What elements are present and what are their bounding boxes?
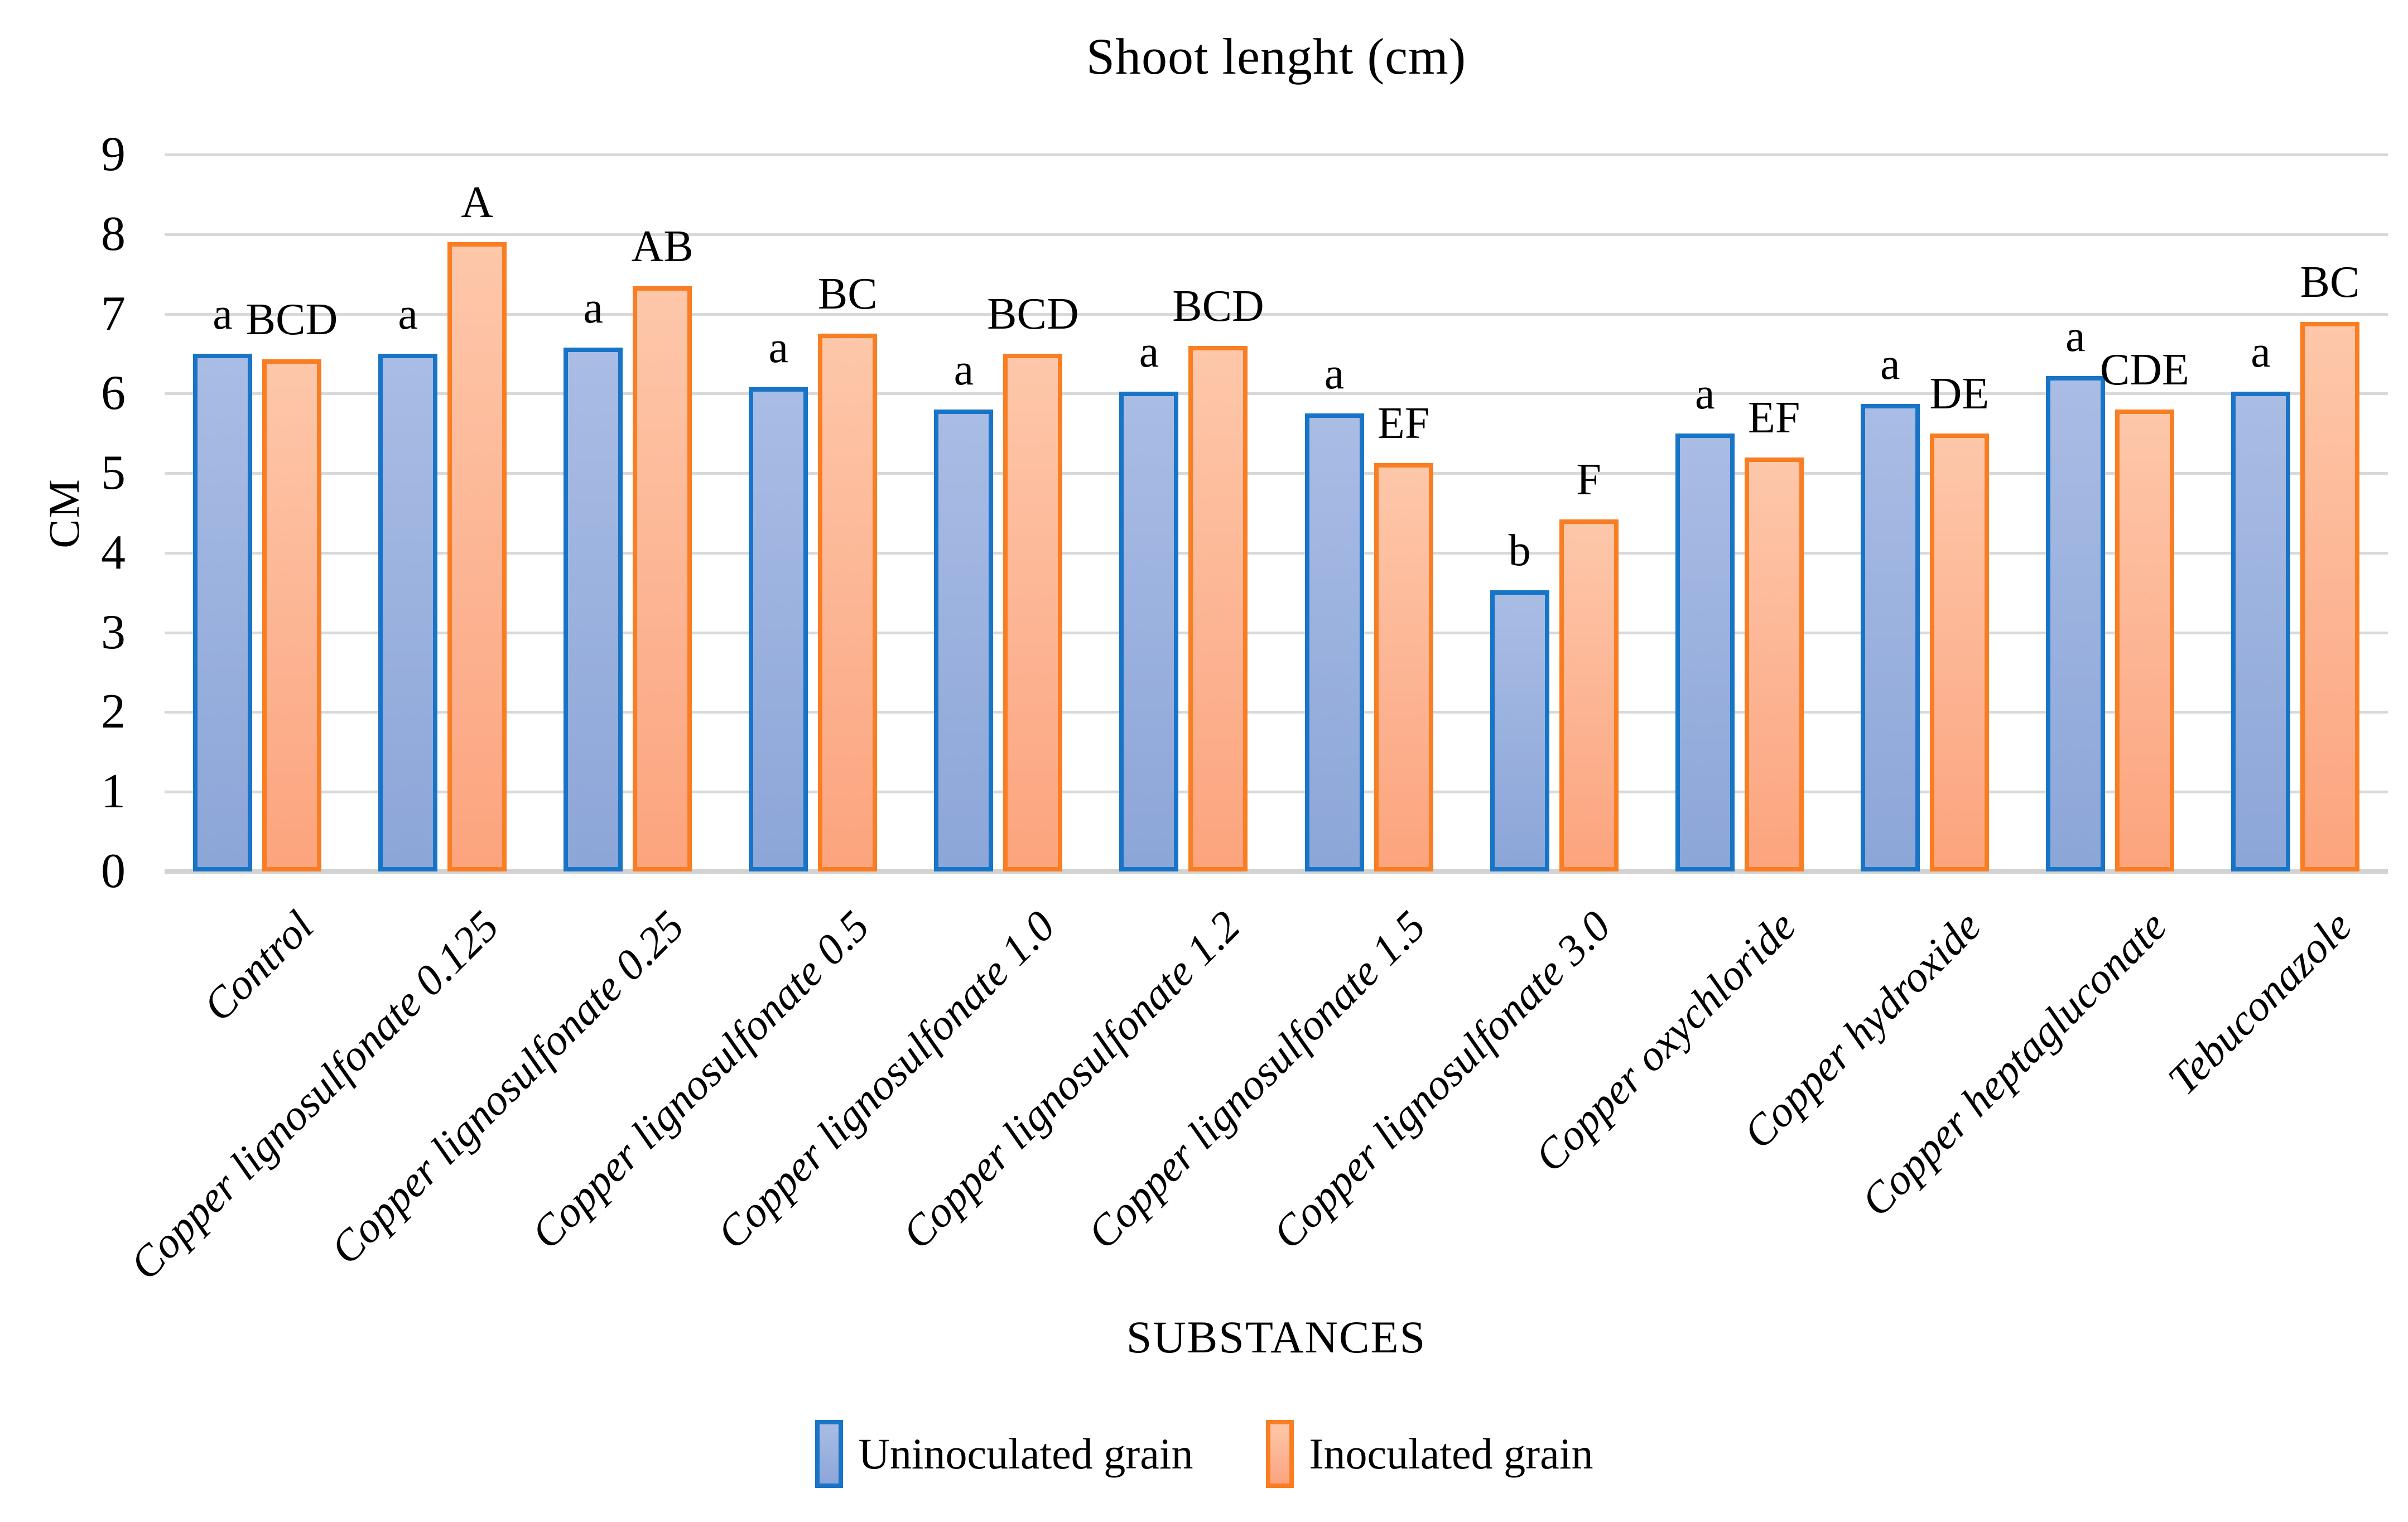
significance-letter: a — [213, 289, 233, 339]
bar-uninoculated — [564, 347, 623, 871]
gridline — [165, 631, 2388, 634]
significance-letter: a — [583, 283, 603, 333]
legend: Uninoculated grain Inoculated grain — [0, 1420, 2408, 1488]
bar-uninoculated — [1860, 403, 1920, 871]
y-tick-label: 2 — [101, 685, 126, 739]
category-label: Copper lignosulfonate 1.5 — [1077, 901, 1434, 1258]
gridline — [165, 312, 2388, 316]
bar-uninoculated — [1119, 392, 1179, 871]
bar-inoculated — [633, 286, 692, 871]
bar-uninoculated — [1490, 590, 1549, 871]
significance-letter: F — [1576, 455, 1601, 504]
bar-uninoculated — [749, 387, 808, 871]
significance-letter: a — [1694, 369, 1715, 418]
y-tick-label: 6 — [101, 366, 126, 421]
category-label: Control — [194, 901, 323, 1030]
significance-letter: a — [768, 322, 789, 372]
gridline — [165, 791, 2388, 794]
y-tick-label: 7 — [101, 286, 126, 341]
significance-letter: b — [1508, 526, 1531, 575]
category-label: Copper lignosulfonate 0.125 — [121, 901, 508, 1289]
significance-letter: a — [2251, 327, 2271, 377]
significance-letter: DE — [1929, 369, 1990, 418]
significance-letter: BC — [2300, 257, 2360, 307]
category-label: Copper lignosulfonate 0.5 — [522, 901, 879, 1258]
y-tick-label: 5 — [101, 446, 126, 500]
x-axis-line — [165, 869, 2388, 874]
significance-letter: EF — [1748, 393, 1800, 442]
y-tick-label: 0 — [101, 844, 126, 898]
category-label: Copper heptagluconate — [1851, 901, 2176, 1226]
bar-uninoculated — [2231, 392, 2290, 871]
y-tick-label: 1 — [101, 764, 126, 819]
bar-inoculated — [1374, 463, 1433, 871]
gridline — [165, 233, 2388, 236]
y-tick-label: 9 — [101, 127, 126, 181]
significance-letter: a — [1880, 339, 1900, 389]
bar-inoculated — [1744, 457, 1804, 871]
bar-uninoculated — [934, 409, 994, 871]
significance-letter: a — [1324, 349, 1345, 399]
significance-letter: a — [2065, 311, 2086, 361]
bar-inoculated — [1003, 353, 1063, 871]
bar-inoculated — [2300, 321, 2359, 871]
significance-letter: a — [1139, 327, 1159, 377]
gridline — [165, 153, 2388, 156]
category-label: Copper lignosulfonate 0.25 — [321, 901, 693, 1274]
category-label: Copper lignosulfonate 1.0 — [707, 901, 1064, 1258]
significance-letter: BCD — [1172, 281, 1264, 331]
significance-letter: AB — [631, 221, 693, 271]
gridline — [165, 472, 2388, 475]
bar-inoculated — [1188, 345, 1248, 871]
y-tick-label: 4 — [101, 525, 126, 580]
significance-letter: EF — [1377, 398, 1430, 448]
bar-inoculated — [2115, 409, 2174, 871]
gridline — [165, 551, 2388, 555]
bar-uninoculated — [378, 353, 438, 871]
bar-uninoculated — [1304, 413, 1364, 871]
bar-inoculated — [818, 334, 878, 871]
significance-letter: a — [953, 345, 974, 394]
category-label: Tebuconazole — [2158, 901, 2361, 1104]
category-label: Copper lignosulfonate 1.2 — [892, 901, 1249, 1258]
x-axis-title: SUBSTANCES — [1126, 1312, 1427, 1362]
bar-uninoculated — [193, 353, 253, 871]
bar-inoculated — [447, 242, 507, 871]
category-label: Copper lignosulfonate 3.0 — [1263, 901, 1620, 1258]
y-tick-label: 3 — [101, 605, 126, 659]
bar-inoculated — [1929, 433, 1989, 871]
legend-label: Inoculated grain — [1309, 1429, 1593, 1478]
y-tick-label: 8 — [101, 206, 126, 261]
legend-swatch-inoculated-icon — [1265, 1420, 1294, 1488]
bar-uninoculated — [1675, 433, 1735, 871]
chart-title: Shoot lenght (cm) — [1086, 28, 1467, 85]
significance-letter: BC — [817, 269, 878, 319]
significance-letter: BCD — [245, 295, 338, 344]
bar-uninoculated — [2045, 375, 2105, 871]
bar-inoculated — [262, 359, 322, 871]
significance-letter: CDE — [2099, 345, 2189, 394]
bar-inoculated — [1559, 519, 1619, 871]
significance-letter: a — [398, 289, 418, 339]
significance-letter: A — [461, 178, 494, 228]
gridline — [165, 711, 2388, 714]
significance-letter: BCD — [987, 289, 1079, 339]
gridline — [165, 392, 2388, 396]
legend-label: Uninoculated grain — [858, 1429, 1193, 1478]
legend-swatch-uninoculated-icon — [815, 1420, 843, 1488]
legend-item-uninoculated: Uninoculated grain — [815, 1420, 1193, 1488]
legend-item-inoculated: Inoculated grain — [1265, 1420, 1593, 1488]
